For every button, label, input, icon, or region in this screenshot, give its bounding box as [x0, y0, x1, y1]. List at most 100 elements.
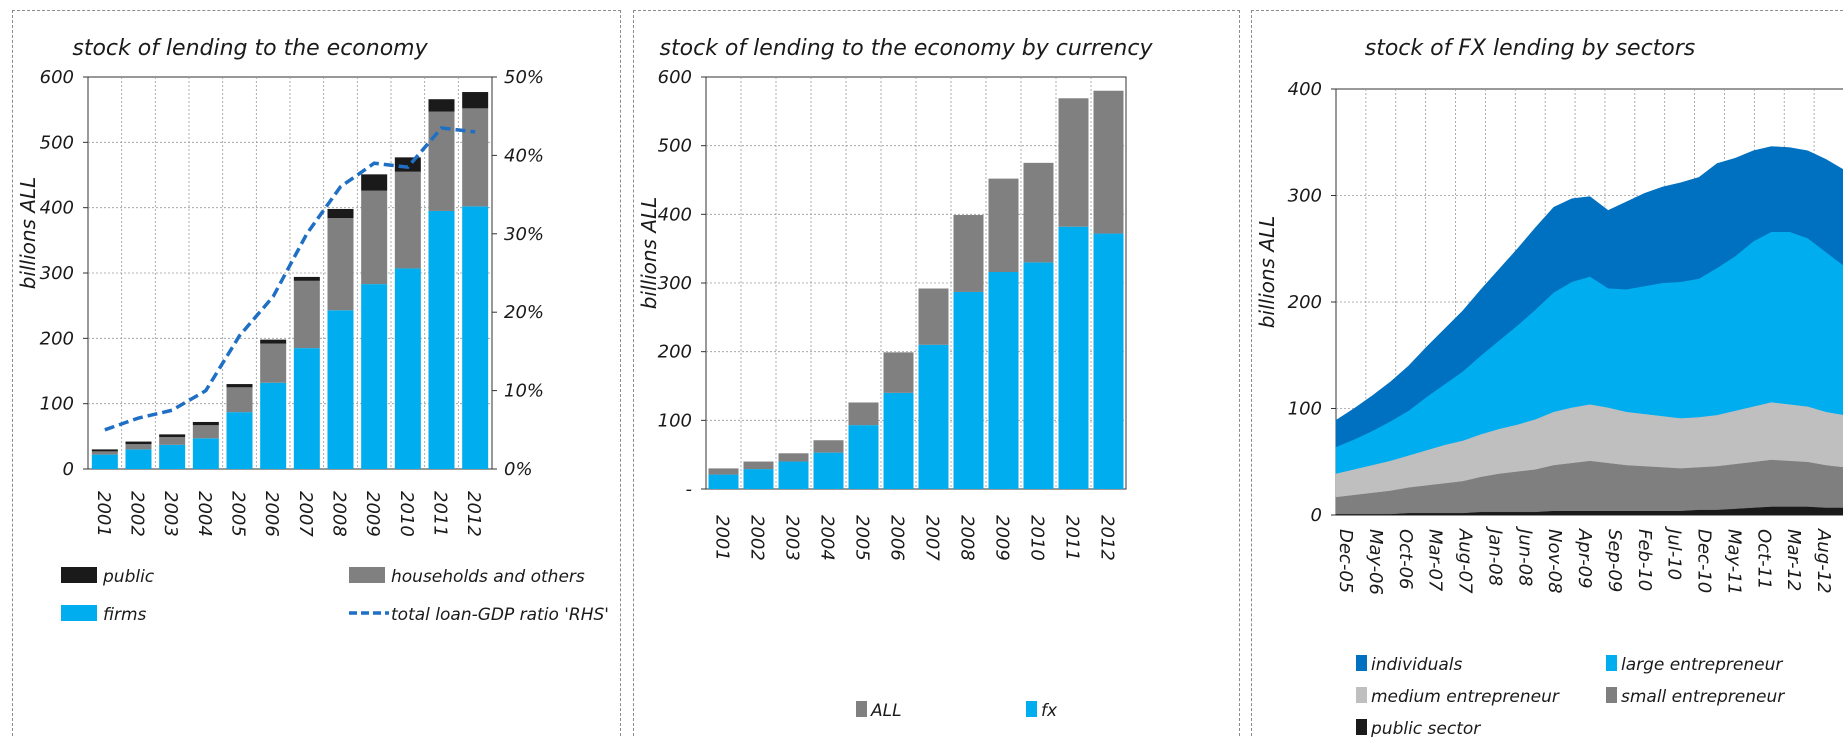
chart-panel-currency: stock of lending to the economy by curre…	[633, 10, 1240, 736]
legend-swatch-public-sector	[1356, 719, 1367, 735]
legend-swatch-medium-entrepreneur	[1356, 687, 1367, 703]
legend-label-public: public	[102, 567, 155, 587]
bar-households-and-others-2007	[293, 280, 320, 349]
bar-public-2002	[125, 441, 152, 445]
y-tick-label: 100	[1288, 399, 1322, 420]
area-individuals	[1335, 146, 1843, 448]
y-tick-label: 200	[1288, 292, 1322, 313]
bar-fx-2012	[1093, 233, 1124, 489]
bar-firms-2001	[91, 454, 118, 469]
y-tick-label: 200	[658, 342, 692, 363]
y-tick-label: 0	[1311, 505, 1322, 526]
legend-swatch-all	[856, 701, 867, 717]
bar-fx-2003	[778, 461, 809, 489]
bar-fx-2009	[988, 272, 1019, 489]
x-tick-label: Jun-08	[1514, 526, 1535, 587]
x-tick-label: 2006	[887, 515, 908, 561]
x-tick-label: 2001	[712, 515, 733, 561]
x-tick-label: Mar-12	[1783, 529, 1804, 591]
legend-label-small-entrepreneur: small entrepreneur	[1621, 687, 1785, 707]
bar-public-2009	[361, 174, 388, 191]
legend-label-individuals: individuals	[1371, 655, 1463, 675]
bar-public-2012	[462, 92, 489, 109]
bar-households-and-others-2006	[260, 343, 287, 383]
bar-fx-2007	[918, 344, 949, 489]
legend-label-medium-entrepreneur: medium entrepreneur	[1371, 687, 1560, 707]
bar-public-2004	[192, 421, 219, 426]
x-tick-label: Nov-08	[1544, 529, 1565, 594]
bar-households-and-others-2012	[462, 108, 489, 207]
bar-fx-2011	[1058, 226, 1089, 489]
x-tick-label: 2005	[852, 515, 873, 561]
x-tick-label: 2001	[93, 491, 114, 537]
bar-firms-2010	[394, 268, 421, 469]
bar-firms-2011	[428, 210, 455, 469]
y2-tick-label: 0%	[504, 459, 533, 480]
y-tick-label: 100	[658, 410, 692, 431]
bar-public-2011	[428, 99, 455, 112]
y-tick-label: 300	[40, 263, 74, 284]
legend-label-fx: fx	[1041, 701, 1058, 721]
bar-public-2001	[91, 449, 118, 452]
legend-swatch-firms	[61, 605, 97, 621]
y2-tick-label: 30%	[504, 224, 544, 245]
bar-public-2005	[226, 384, 253, 388]
bar-households-and-others-2004	[192, 425, 219, 439]
x-tick-label: Oct-11	[1753, 529, 1774, 590]
x-tick-label: Aug-12	[1813, 528, 1834, 594]
x-tick-label: Aug-07	[1455, 528, 1476, 594]
bar-firms-2003	[159, 444, 186, 469]
bar-all-2010	[1023, 162, 1054, 263]
x-tick-label: Oct-06	[1395, 529, 1416, 590]
legend-swatch-fx	[1026, 701, 1037, 717]
legend-label-public-sector: public sector	[1370, 719, 1481, 737]
x-tick-label: Apr-09	[1574, 528, 1595, 589]
bar-households-and-others-2009	[361, 190, 388, 285]
y-tick-label: 200	[40, 328, 74, 349]
x-tick-label: 2010	[1027, 515, 1048, 561]
x-tick-label: 2003	[782, 515, 803, 561]
bar-firms-2009	[361, 284, 388, 469]
x-tick-label: Dec-10	[1694, 529, 1715, 593]
currency-chart: stock of lending to the economy by curre…	[637, 36, 1153, 721]
bar-public-2010	[394, 157, 421, 172]
bar-firms-2002	[125, 449, 152, 469]
bar-firms-2004	[192, 438, 219, 469]
y2-tick-label: 10%	[504, 381, 544, 402]
series-line-total-loan-gdp-ratio-rhs	[104, 126, 476, 432]
bar-public-2007	[293, 276, 320, 281]
bar-firms-2008	[327, 310, 354, 469]
x-tick-label: 2006	[261, 491, 282, 537]
legend-label-total-loan-gdp-ratio-rhs: total loan-GDP ratio 'RHS'	[391, 605, 609, 625]
bar-all-2005	[848, 402, 879, 426]
chart-title: stock of lending to the economy	[72, 36, 428, 61]
bar-fx-2001	[708, 474, 739, 489]
legend-label-large-entrepreneur: large entrepreneur	[1621, 655, 1783, 675]
bar-fx-2010	[1023, 262, 1054, 489]
legend-label-households-and-others: households and others	[391, 567, 585, 587]
bar-firms-2007	[293, 348, 320, 469]
y-axis-label: billions ALL	[637, 197, 661, 310]
x-tick-label: 2004	[817, 515, 838, 561]
bar-fx-2004	[813, 452, 844, 489]
bar-households-and-others-2005	[226, 387, 253, 413]
x-tick-label: 2008	[329, 491, 350, 537]
y-tick-label: 500	[658, 136, 692, 157]
x-tick-label: Dec-05	[1335, 529, 1356, 593]
bar-all-2004	[813, 440, 844, 453]
bar-public-2006	[260, 339, 287, 344]
fx-sectors-chart: stock of FX lending by sectors 0 100 200 300…	[1255, 36, 1843, 737]
chart-panel-fx-sectors: stock of FX lending by sectors 0 100 200 300…	[1251, 10, 1843, 737]
y2-tick-label: 20%	[504, 302, 544, 323]
bar-all-2006	[883, 352, 914, 393]
x-tick-label: 2002	[747, 515, 768, 561]
legend-swatch-households-and-others	[349, 567, 385, 583]
y-tick-label: 400	[1288, 79, 1322, 100]
x-tick-label: 2007	[922, 515, 943, 561]
bar-all-2008	[953, 215, 984, 292]
y-tick-label: 600	[40, 67, 74, 88]
bar-fx-2008	[953, 291, 984, 489]
x-tick-label: 2004	[194, 491, 215, 537]
x-tick-label: 2002	[127, 491, 148, 537]
bar-firms-2005	[226, 412, 253, 469]
